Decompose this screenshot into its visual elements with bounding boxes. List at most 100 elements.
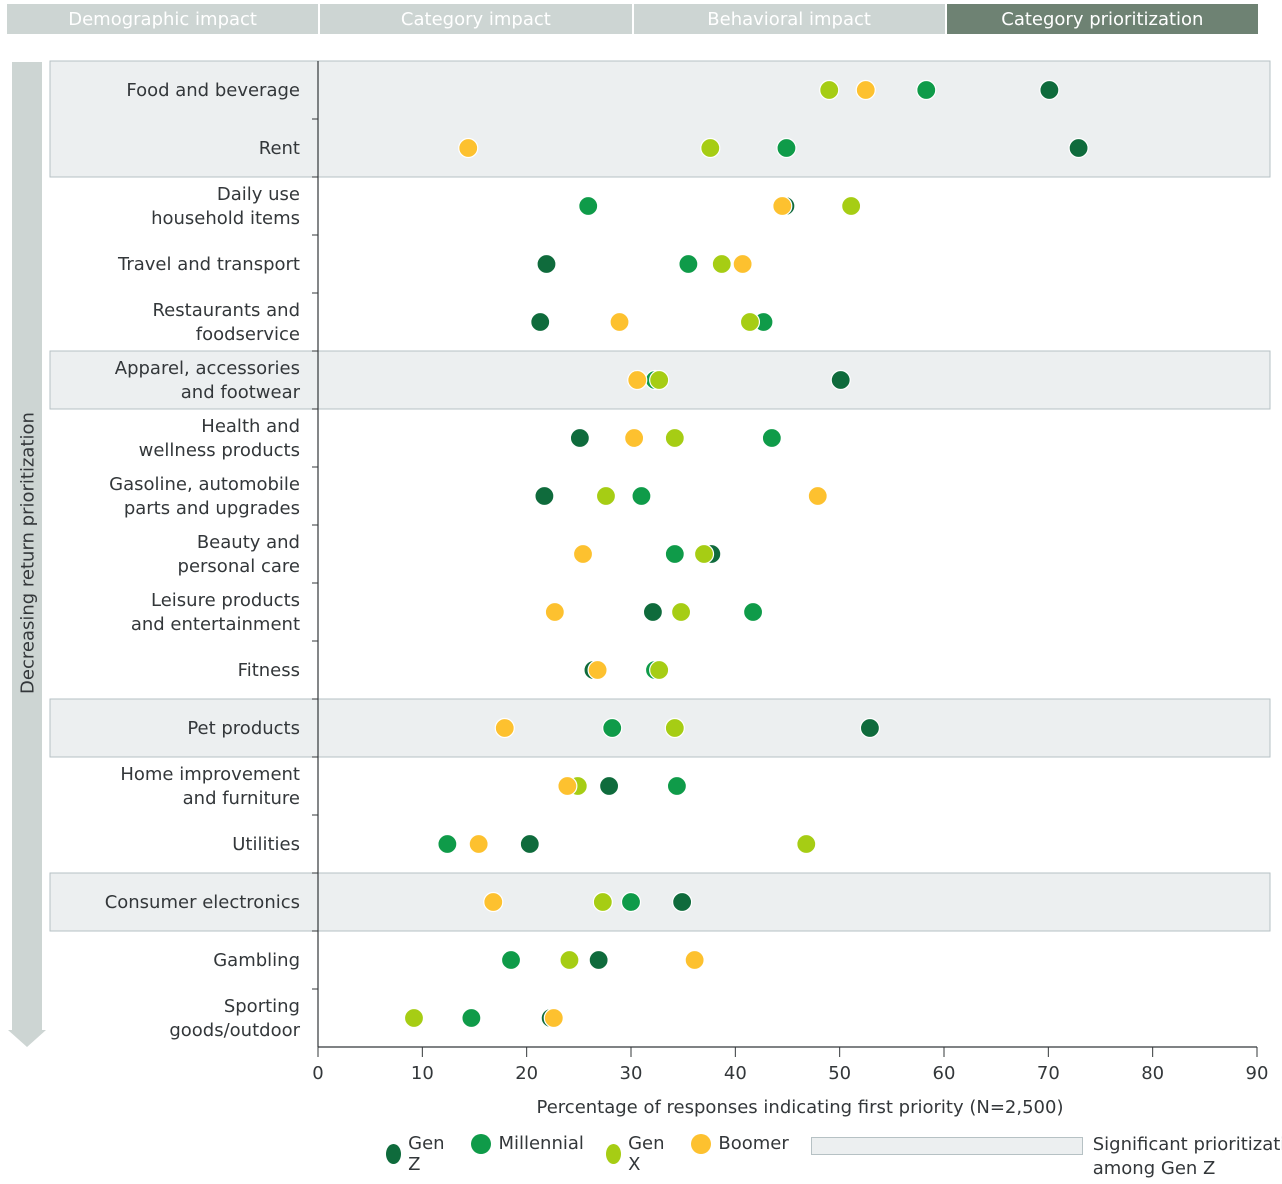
point-boomer (557, 775, 578, 797)
tab-behavioral-impact[interactable]: Behavioral impact (633, 4, 945, 34)
point-gen-x (664, 427, 685, 449)
point-gen-z (672, 891, 693, 913)
legend-label-gen-z: Gen Z (408, 1133, 445, 1175)
highlight-band (49, 698, 1271, 758)
category-label-line: Home improvement (120, 764, 300, 785)
axes (312, 61, 1258, 1057)
legend-label-millennial: Millennial (498, 1133, 584, 1154)
point-gen-z (569, 427, 590, 449)
category-label: Beauty and personal care (178, 532, 300, 577)
x-tick-label: 80 (1141, 1063, 1164, 1084)
point-millennial (461, 1007, 482, 1029)
x-tick-label: 70 (1037, 1063, 1060, 1084)
data-points (403, 79, 1089, 1029)
category-label: Daily use household items (151, 184, 300, 229)
point-gen-z (859, 717, 881, 739)
point-boomer (772, 195, 793, 217)
x-tick-label: 50 (828, 1063, 851, 1084)
category-label-line: Gasoline, automobile (109, 474, 300, 495)
category-label: Travel and transport (117, 254, 300, 275)
point-gen-x (711, 253, 732, 275)
point-millennial (678, 253, 699, 275)
point-gen-z (598, 775, 620, 797)
point-gen-z (1068, 137, 1089, 159)
category-label: Leisure products and entertainment (131, 590, 300, 635)
point-gen-z (588, 949, 609, 971)
point-boomer (732, 253, 753, 275)
point-millennial (916, 79, 937, 101)
point-gen-x (559, 949, 580, 971)
category-label-line: household items (151, 208, 300, 229)
point-gen-x (595, 485, 617, 507)
x-tick-label: 60 (933, 1063, 956, 1084)
legend-item-significance: Significant prioritization among Gen Z (810, 1133, 1282, 1181)
point-boomer (624, 427, 645, 449)
point-boomer (627, 369, 648, 391)
point-boomer (483, 891, 504, 913)
point-gen-x (819, 79, 840, 101)
category-label-line: Leisure products (151, 590, 300, 611)
y-axis-title: Decreasing return prioritization (17, 412, 39, 694)
category-label-line: and furniture (183, 788, 300, 809)
legend-swatch-boomer (691, 1133, 712, 1154)
tab-demographic-impact[interactable]: Demographic impact (7, 4, 319, 34)
x-tick-label: 40 (724, 1063, 747, 1084)
legend-label-gen-x: Gen X (628, 1133, 665, 1175)
legend-item-gen-x: Gen X (605, 1133, 669, 1175)
point-gen-z (536, 253, 557, 275)
point-gen-x (664, 717, 685, 739)
x-tick-label: 30 (620, 1063, 643, 1084)
category-label: Utilities (232, 834, 300, 855)
point-millennial (437, 833, 458, 855)
category-label-line: Sporting (224, 996, 300, 1017)
legend-swatch-gen-x (605, 1144, 622, 1164)
category-label-line: wellness products (139, 440, 300, 461)
category-label: Gasoline, automobile parts and upgrades (109, 474, 300, 519)
x-tick-label: 0 (312, 1063, 323, 1084)
x-axis-title: Percentage of responses indicating first… (537, 1097, 1064, 1118)
point-millennial (761, 427, 782, 449)
category-label-line: foodservice (196, 324, 300, 345)
category-label: Pet products (187, 718, 300, 739)
point-millennial (742, 601, 764, 623)
point-boomer (609, 311, 630, 333)
category-label: Fitness (238, 660, 300, 681)
category-label-line: goods/outdoor (169, 1020, 300, 1041)
highlight-band (49, 872, 1271, 932)
point-boomer (572, 543, 594, 565)
tab-category-impact[interactable]: Category impact (320, 4, 632, 34)
point-millennial (602, 717, 623, 739)
legend-label-boomer: Boomer (718, 1133, 789, 1154)
point-boomer (494, 717, 515, 739)
category-label: Apparel, accessories and footwear (115, 358, 301, 403)
category-label: Sporting goods/outdoor (169, 996, 300, 1041)
legend-label-significance: Significant prioritization among Gen Z (1092, 1134, 1282, 1179)
point-millennial (631, 485, 652, 507)
tab-category-prioritization[interactable]: Category prioritization (946, 4, 1258, 34)
x-tick-label: 10 (411, 1063, 434, 1084)
point-gen-x (649, 369, 670, 391)
category-label: Consumer electronics (105, 892, 300, 913)
decreasing-arrow (8, 62, 46, 1047)
highlight-band (49, 60, 1271, 178)
category-label: Rent (259, 138, 300, 159)
legend-item-millennial: Millennial (471, 1133, 584, 1154)
point-millennial (666, 775, 688, 797)
category-label-line: parts and upgrades (124, 498, 300, 519)
x-tick-label: 20 (515, 1063, 538, 1084)
category-label-line: Beauty and (197, 532, 300, 553)
tab-bar: Demographic impact Category impact Behav… (7, 4, 1258, 34)
point-millennial (620, 891, 642, 913)
category-label: Restaurants and foodservice (152, 300, 300, 345)
point-boomer (587, 659, 608, 681)
point-gen-x (796, 833, 817, 855)
category-label-line: Apparel, accessories (115, 358, 300, 379)
legend-swatch-significance (810, 1137, 1083, 1155)
point-gen-z (830, 369, 851, 391)
category-label-line: Restaurants and (152, 300, 300, 321)
point-boomer (458, 137, 479, 159)
point-gen-x (670, 601, 692, 623)
point-gen-x (649, 659, 670, 681)
legend: Gen Z Millennial Gen X Boomer Significan… (386, 1133, 1282, 1181)
